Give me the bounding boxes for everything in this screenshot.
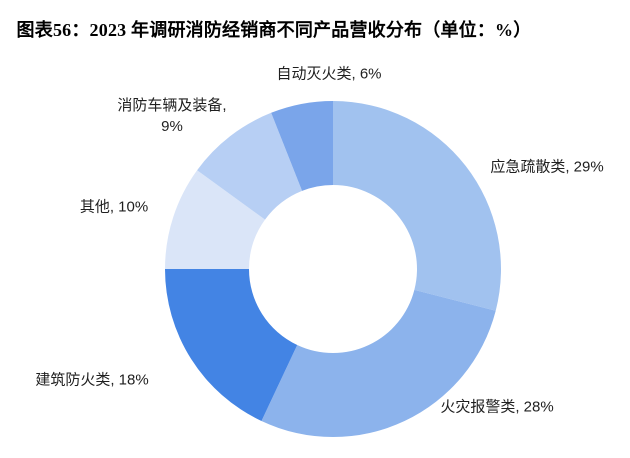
data-label-fire-vehicles-equipment-line2: 9%	[161, 118, 183, 135]
donut-slice-auto-extinguishing	[271, 101, 333, 191]
data-label-auto-extinguishing: 自动灭火类, 6%	[276, 65, 382, 83]
data-label-fire-alarm: 火灾报警类, 28%	[440, 398, 554, 416]
donut-slice-fire-vehicles-equipment	[197, 112, 303, 220]
donut-slice-building-fireproofing	[165, 269, 298, 422]
donut-slice-other	[165, 170, 266, 269]
data-label-building-fireproofing: 建筑防火类, 18%	[35, 371, 149, 389]
data-label-emergency-evacuation: 应急疏散类, 29%	[490, 158, 604, 176]
data-label-fire-vehicles-equipment: 消防车辆及装备, 9%	[117, 95, 226, 137]
donut-slice-emergency-evacuation	[333, 101, 501, 311]
data-label-other: 其他, 10%	[79, 198, 149, 216]
chart-title: 图表56：2023 年调研消防经销商不同产品营收分布（单位：%）	[16, 20, 532, 40]
donut-slice-fire-alarm	[261, 289, 496, 437]
data-label-fire-vehicles-equipment-line1: 消防车辆及装备,	[117, 97, 227, 114]
